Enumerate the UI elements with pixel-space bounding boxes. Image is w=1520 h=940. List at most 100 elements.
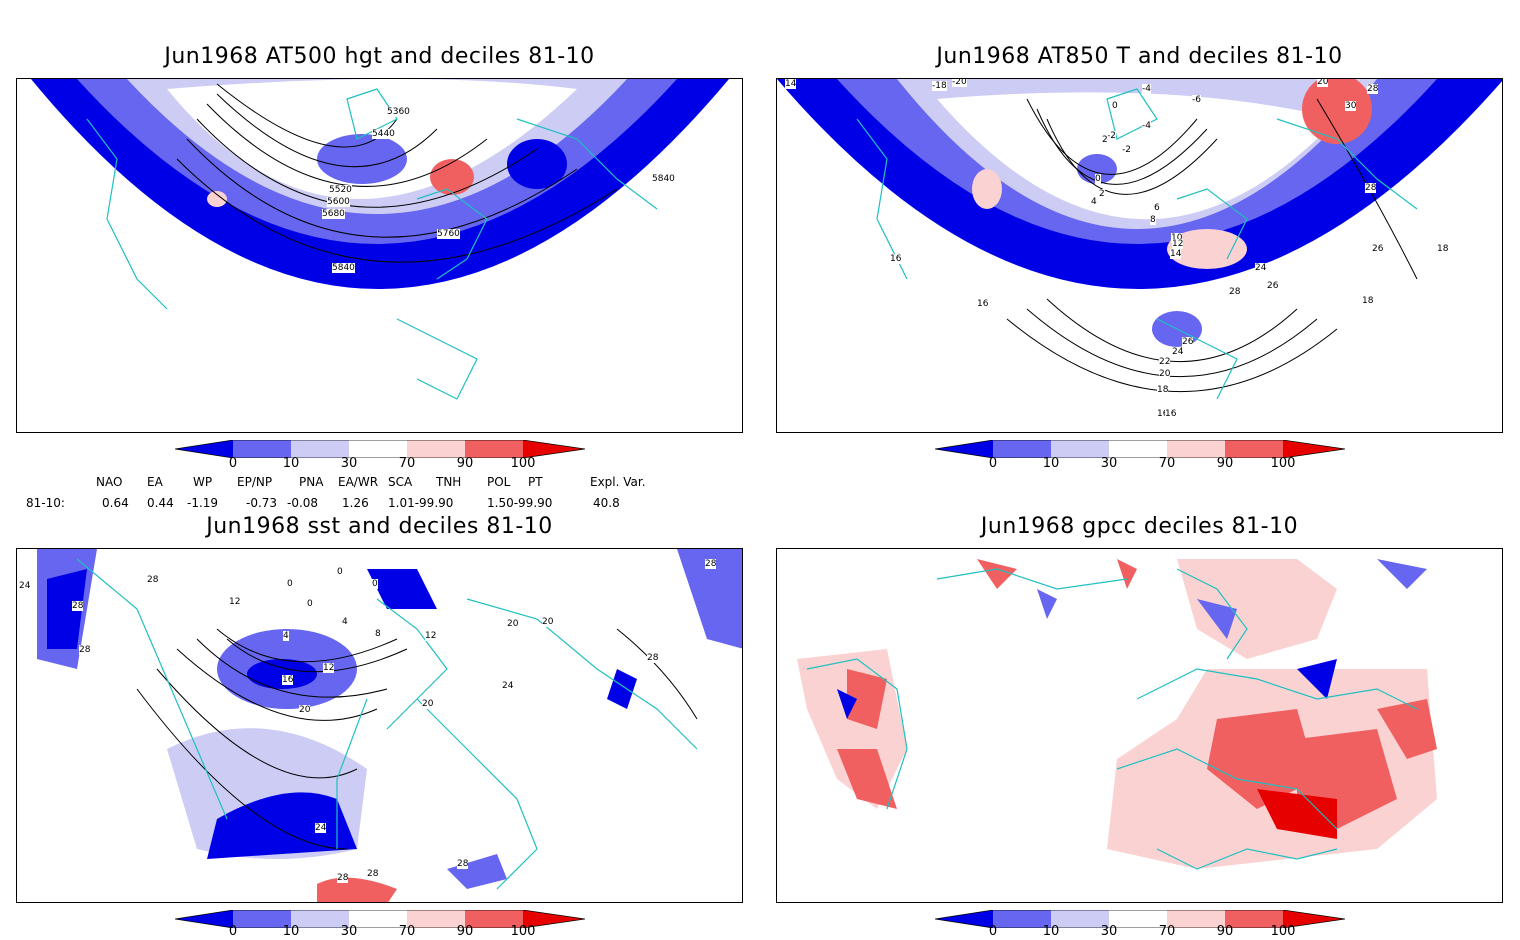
index-header: SCA (388, 475, 413, 489)
indices-table: NAO EA WP EP/NP PNA EA/WR SCA TNH POL PT… (0, 475, 760, 515)
contour-label: 0 (1095, 174, 1101, 184)
index-value: 1.50-99.90 (487, 496, 553, 510)
colorbar-tick: 0 (988, 924, 998, 939)
index-header: WP (193, 475, 213, 489)
colorbar-tick: 100 (510, 924, 536, 939)
colorbar-tick: 70 (1158, 456, 1176, 471)
index-row-label: 81-10: (26, 496, 65, 510)
contour-label: 20 (422, 699, 434, 709)
colorbar-850t: 0 10 30 70 90 100 (934, 439, 1346, 475)
map-panel-gpcc (776, 548, 1503, 903)
contour-label: 18 (1157, 385, 1169, 395)
colorbar-tick: 0 (228, 456, 238, 471)
contour-label-5680: 5680 (322, 209, 345, 219)
contour-label: 24 (315, 823, 327, 833)
contour-label: 16 (282, 675, 294, 685)
contour-label: 18 (1437, 244, 1449, 254)
index-value: -0.73 (246, 496, 278, 510)
contour-label: 28 (647, 653, 659, 663)
contour-label: 12 (323, 663, 335, 673)
contour-label: 0 (372, 579, 378, 589)
colorbar-tick: 10 (282, 924, 300, 939)
map-panel-sst: 28 24 28 28 12 0 0 0 0 4 4 8 12 16 12 20… (16, 548, 743, 903)
contour-label: -18 (932, 81, 947, 91)
index-header: NAO (96, 475, 123, 489)
contour-labels-sst: 28 24 28 28 12 0 0 0 0 4 4 8 12 16 12 20… (17, 549, 742, 902)
colorbar-tick: 30 (1100, 924, 1118, 939)
contour-label: 26 (1182, 337, 1194, 347)
contour-label: 12 (425, 631, 437, 641)
colorbar-tick: 100 (510, 456, 536, 471)
index-header: EA (147, 475, 163, 489)
contour-label: 12 (229, 597, 241, 607)
panel2-title: Jun1968 AT850 T and deciles 81-10 (936, 44, 1343, 69)
contour-label-5840-b: 5840 (652, 174, 675, 184)
contour-label: 28 (1367, 84, 1379, 94)
contour-label: 28 (79, 645, 91, 655)
index-value: 40.8 (593, 496, 620, 510)
contour-label: 30 (1345, 101, 1357, 111)
contour-label-5840-a: 5840 (332, 263, 355, 273)
index-header: PT (528, 475, 543, 489)
contour-label: 0 (307, 599, 313, 609)
contour-label: 20 (507, 619, 519, 629)
colorbar-sst: 0 10 30 70 90 100 (174, 909, 586, 940)
contour-label: 14 (785, 79, 797, 89)
contour-label: 28 (1365, 183, 1377, 193)
contour-label: 24 (1255, 263, 1267, 273)
contour-label: 24 (502, 681, 514, 691)
contour-label-5520: 5520 (329, 185, 352, 195)
contour-label: 14 (1170, 249, 1182, 259)
colorbar-tick: 90 (456, 924, 474, 939)
colorbar-gpcc: 0 10 30 70 90 100 (934, 909, 1346, 940)
colorbar-tick: 10 (1042, 924, 1060, 939)
contour-label: 16 (977, 299, 989, 309)
contour-label: 2 (1099, 189, 1105, 199)
contour-label: 4 (1091, 197, 1097, 207)
map-panel-500hgt: 5360 5440 5520 5600 5680 5760 5840 5840 (16, 78, 743, 433)
colorbar-tick: 90 (1216, 924, 1234, 939)
colorbar-tick: 10 (282, 456, 300, 471)
colorbar-tick: 70 (398, 924, 416, 939)
index-value: -0.08 (287, 496, 319, 510)
index-header: PNA (299, 475, 324, 489)
contour-label: 20 (1317, 78, 1329, 87)
index-header: EA/WR (338, 475, 379, 489)
contour-label: 4 (283, 631, 289, 641)
contour-label: 26 (1372, 244, 1384, 254)
contour-label: 12 (1172, 239, 1184, 249)
contour-label: 0 (1112, 101, 1118, 111)
contour-label: 8 (375, 629, 381, 639)
colorbar-tick: 0 (228, 924, 238, 939)
colorbar-tick: 30 (340, 924, 358, 939)
contour-label: 18 (1362, 296, 1374, 306)
contour-label: 16 (1157, 409, 1169, 419)
contour-label: -20 (952, 78, 967, 87)
contour-label: 20 (299, 705, 311, 715)
contour-labels-850t: 14 -18 -20 -4 -6 0 -2 2 -4 -2 0 2 4 6 8 … (777, 78, 1502, 432)
index-value: 0.64 (102, 496, 129, 510)
index-value: -1.19 (187, 496, 219, 510)
map-panel-850t: 14 -18 -20 -4 -6 0 -2 2 -4 -2 0 2 4 6 8 … (776, 78, 1503, 433)
contour-label: 16 (890, 254, 902, 264)
index-value: 1.01-99.90 (388, 496, 454, 510)
contour-label-5440: 5440 (372, 129, 395, 139)
colorbar-tick: 90 (1216, 456, 1234, 471)
contour-label: -2 (1107, 131, 1116, 141)
contour-label-5600: 5600 (327, 197, 350, 207)
colorbar-tick: 100 (1270, 924, 1296, 939)
index-value: 1.26 (342, 496, 369, 510)
index-header: TNH (436, 475, 462, 489)
colorbar-tick: 100 (1270, 456, 1296, 471)
colorbar-500hgt: 0 10 30 70 90 100 (174, 439, 586, 475)
colorbar-tick: 0 (988, 456, 998, 471)
contour-label: 10 (1171, 233, 1183, 243)
contour-label: 0 (337, 567, 343, 577)
colorbar-tick: 30 (340, 456, 358, 471)
contour-label: -4 (1142, 84, 1151, 94)
contour-label: 0 (287, 579, 293, 589)
contour-label: 16 (1165, 409, 1177, 419)
contour-label: 28 (1229, 287, 1241, 297)
contour-label: 20 (542, 617, 554, 627)
contour-label: 28 (367, 869, 379, 879)
